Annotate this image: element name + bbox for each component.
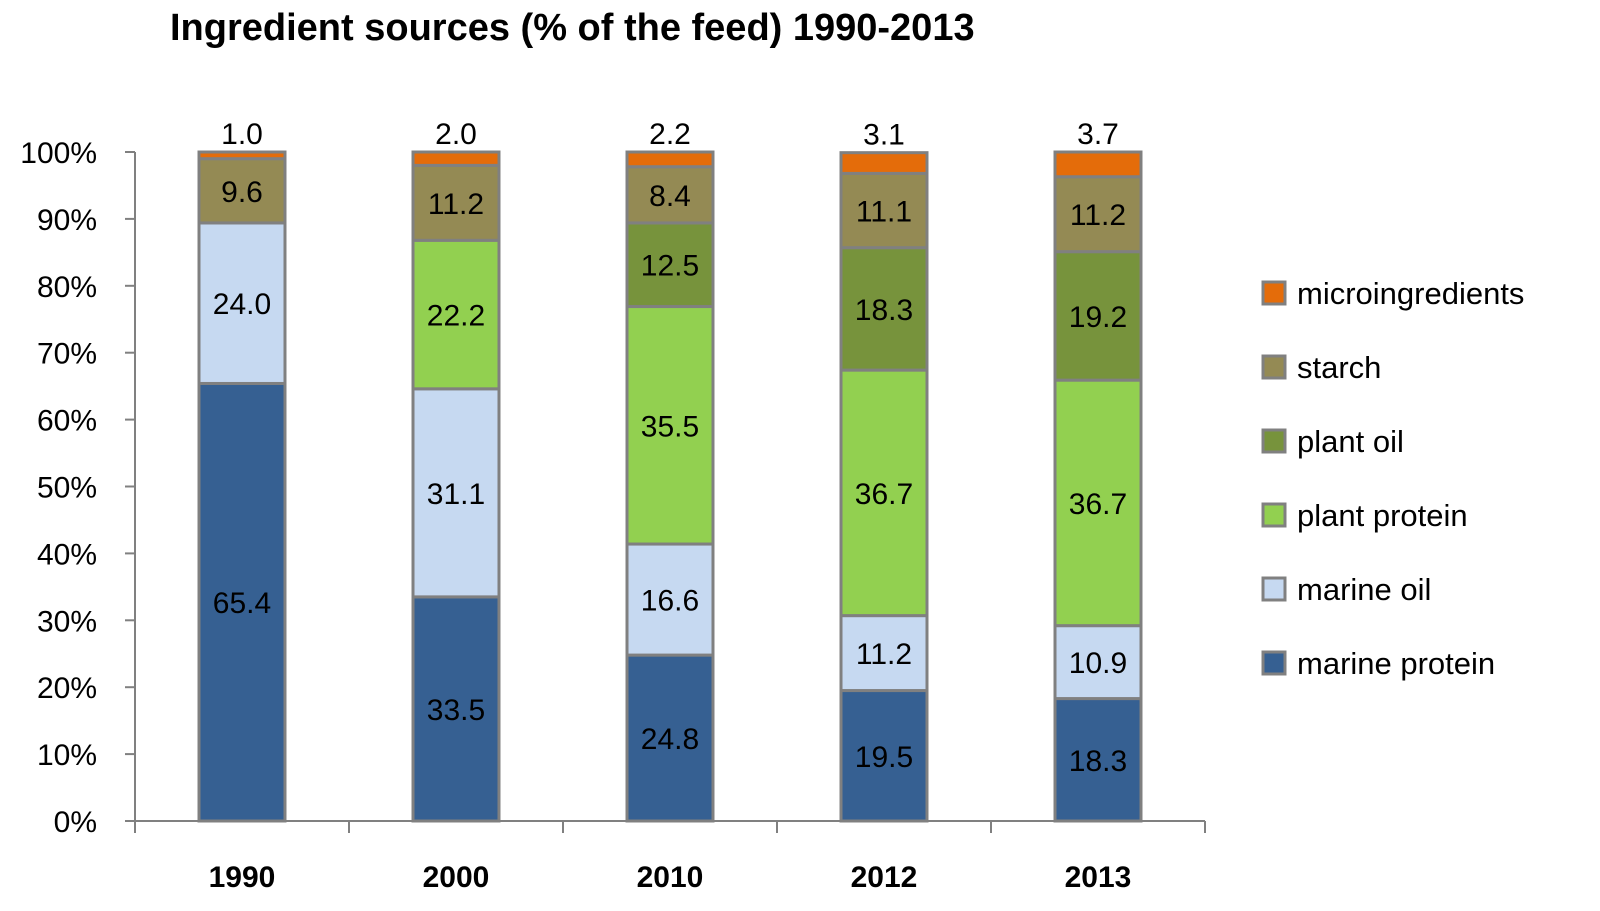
data-label: 36.7: [855, 478, 913, 511]
data-label: 16.6: [641, 585, 699, 618]
bar-segment-microingredients: [839, 151, 929, 175]
bar-segment-marine-protein: [1053, 697, 1143, 823]
legend-swatch: [1261, 576, 1287, 602]
data-label: 11.1: [856, 196, 912, 229]
bar-segment-microingredients: [1053, 150, 1143, 179]
legend-swatch: [1261, 650, 1287, 676]
bar-segment-marine-oil: [1053, 624, 1143, 701]
legend-item: plant oil: [1261, 424, 1404, 459]
y-tick-label: 20%: [37, 672, 97, 705]
y-tick-label: 30%: [37, 605, 97, 638]
legend-swatch: [1261, 354, 1287, 380]
bar-segment-marine-protein: [839, 689, 929, 823]
bar-segment-starch: [411, 163, 501, 242]
y-tick-label: 0%: [54, 806, 97, 839]
x-tick-label: 1990: [209, 861, 276, 894]
legend-item: marine protein: [1261, 646, 1495, 681]
x-tick-label: 2000: [423, 861, 490, 894]
bar-segment-microingredients: [625, 150, 715, 169]
bar-segment-plant-oil: [839, 246, 929, 372]
data-label: 11.2: [1070, 199, 1126, 232]
data-label: 2.2: [649, 118, 691, 151]
y-tick-label: 10%: [37, 739, 97, 772]
bar-segment-marine-protein: [625, 653, 715, 823]
data-label: 24.0: [213, 288, 271, 321]
data-label: 18.3: [1069, 745, 1127, 778]
data-label: 33.5: [427, 694, 485, 727]
data-label: 65.4: [213, 587, 271, 620]
data-label: 10.9: [1069, 647, 1127, 680]
bar-segment-plant-protein: [1053, 378, 1143, 628]
data-label: 22.2: [427, 300, 485, 333]
legend-swatch: [1261, 280, 1287, 306]
bar-segment-microingredients: [411, 150, 501, 167]
bar-segment-plant-oil: [625, 221, 715, 309]
x-tick-label: 2012: [851, 861, 918, 894]
bar-segment-marine-oil: [411, 387, 501, 599]
y-tick-label: 50%: [37, 472, 97, 505]
data-label: 1.0: [221, 118, 263, 151]
bar-segment-starch: [1053, 175, 1143, 254]
y-tick-label: 60%: [37, 405, 97, 438]
data-label: 3.1: [863, 119, 905, 152]
chart-title: Ingredient sources (% of the feed) 1990-…: [170, 7, 975, 49]
data-label: 19.5: [855, 741, 913, 774]
bar-segment-marine-protein: [411, 595, 501, 823]
bar-segment-starch: [625, 165, 715, 225]
legend-item: plant protein: [1261, 498, 1468, 533]
legend-label: marine protein: [1297, 646, 1495, 681]
y-tick-label: 80%: [37, 271, 97, 304]
data-label: 2.0: [435, 118, 477, 151]
legend-item: starch: [1261, 350, 1381, 385]
legend-swatch: [1261, 502, 1287, 528]
x-tick-label: 2010: [637, 861, 704, 894]
data-label: 9.6: [221, 176, 263, 209]
bar-segment-marine-oil: [197, 221, 287, 385]
legend-label: microingredients: [1297, 276, 1524, 311]
legend-label: marine oil: [1297, 572, 1431, 607]
data-label: 12.5: [641, 250, 699, 283]
y-tick-label: 90%: [37, 204, 97, 237]
data-label: 24.8: [641, 723, 699, 756]
legend-label: plant protein: [1297, 498, 1468, 533]
y-tick-label: 40%: [37, 538, 97, 571]
data-label: 8.4: [649, 180, 691, 213]
legend-item: microingredients: [1261, 276, 1524, 311]
data-label: 36.7: [1069, 488, 1127, 521]
data-label: 18.3: [855, 294, 913, 327]
data-label: 3.7: [1077, 118, 1119, 151]
bar-segment-microingredients: [197, 150, 287, 161]
legend-item: marine oil: [1261, 572, 1431, 607]
data-label: 35.5: [641, 410, 699, 443]
x-tick-label: 2013: [1065, 861, 1132, 894]
legend-swatch: [1261, 428, 1287, 454]
data-label: 31.1: [427, 478, 485, 511]
legend-label: starch: [1297, 350, 1381, 385]
bar-segment-plant-protein: [625, 305, 715, 546]
data-label: 11.2: [428, 188, 484, 221]
legend-label: plant oil: [1297, 424, 1404, 459]
y-tick-label: 100%: [20, 137, 97, 170]
data-label: 19.2: [1069, 301, 1127, 334]
data-label: 11.2: [856, 638, 912, 671]
y-tick-label: 70%: [37, 338, 97, 371]
bar-segment-starch: [197, 157, 287, 225]
